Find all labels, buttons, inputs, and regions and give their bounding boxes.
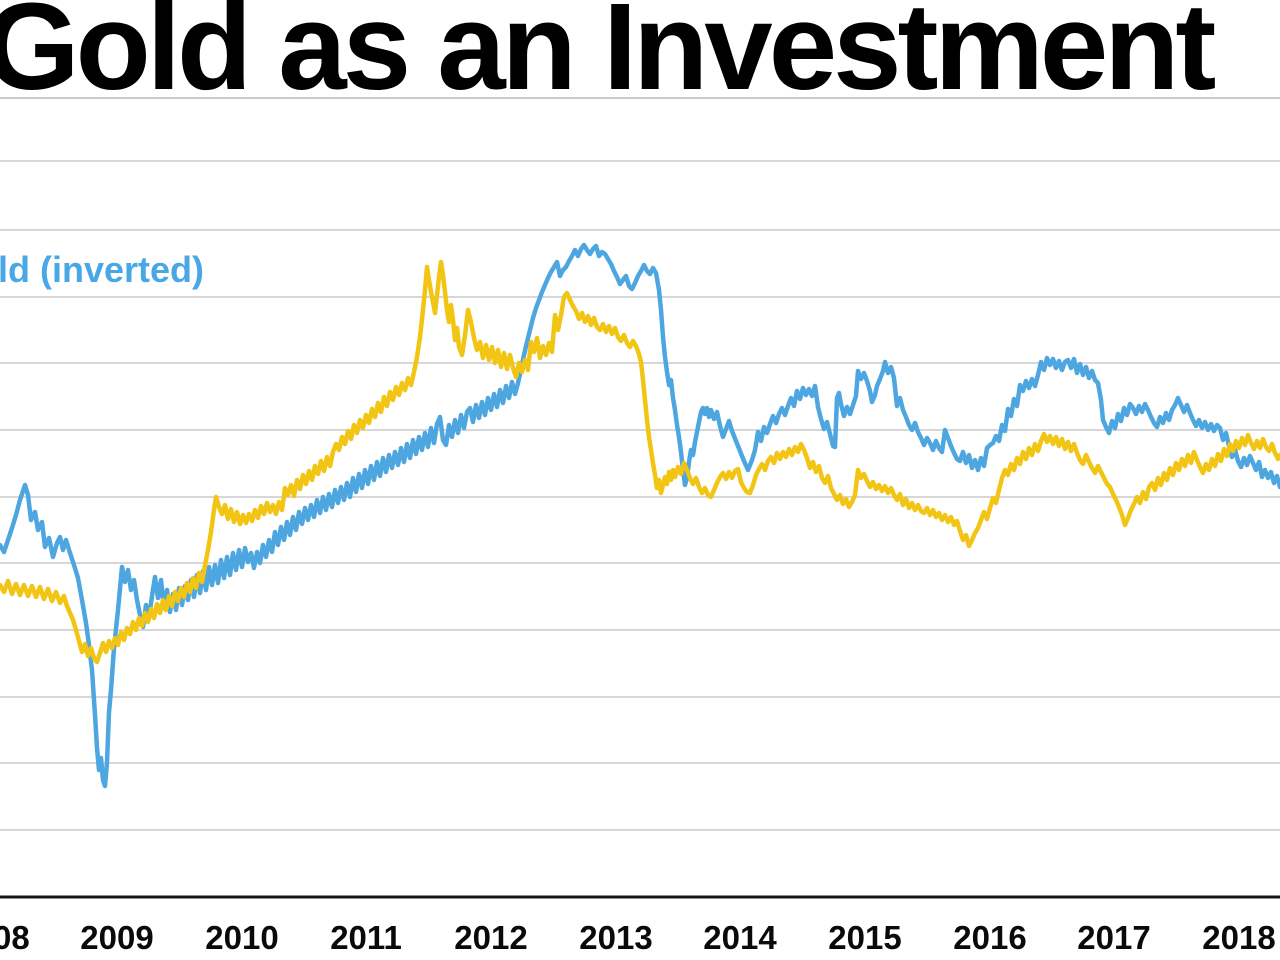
- gridlines: [0, 160, 1280, 831]
- title-divider: [0, 97, 1280, 99]
- gold-price-line: [0, 259, 1280, 665]
- chart-title: Gold as an Investment: [0, 0, 1216, 116]
- yield-inverted-line: [0, 242, 1280, 789]
- yield-series-label: ld (inverted): [0, 249, 205, 290]
